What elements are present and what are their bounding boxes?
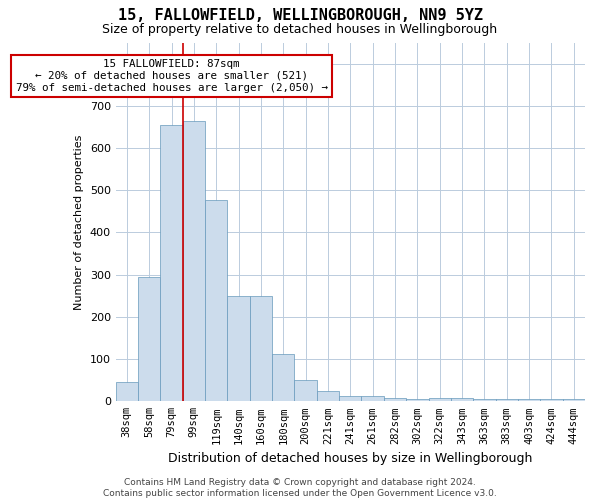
X-axis label: Distribution of detached houses by size in Wellingborough: Distribution of detached houses by size … (168, 452, 533, 465)
Y-axis label: Number of detached properties: Number of detached properties (74, 134, 84, 310)
Bar (361, 396, 384, 402)
Bar (496, 399, 518, 402)
Bar (182, 120, 205, 402)
Bar (540, 399, 563, 402)
Bar (272, 354, 295, 402)
Bar (473, 399, 496, 402)
Bar (518, 399, 540, 402)
Bar (160, 125, 182, 402)
Bar (317, 391, 339, 402)
Text: Size of property relative to detached houses in Wellingborough: Size of property relative to detached ho… (103, 22, 497, 36)
Bar (451, 398, 473, 402)
Bar (406, 399, 428, 402)
Bar (227, 296, 250, 402)
Text: 15 FALLOWFIELD: 87sqm
← 20% of detached houses are smaller (521)
79% of semi-det: 15 FALLOWFIELD: 87sqm ← 20% of detached … (16, 60, 328, 92)
Bar (384, 398, 406, 402)
Bar (428, 398, 451, 402)
Bar (116, 382, 138, 402)
Bar (250, 296, 272, 402)
Bar (295, 380, 317, 402)
Text: 15, FALLOWFIELD, WELLINGBOROUGH, NN9 5YZ: 15, FALLOWFIELD, WELLINGBOROUGH, NN9 5YZ (118, 8, 482, 22)
Bar (138, 277, 160, 402)
Bar (339, 396, 361, 402)
Text: Contains HM Land Registry data © Crown copyright and database right 2024.
Contai: Contains HM Land Registry data © Crown c… (103, 478, 497, 498)
Bar (563, 399, 585, 402)
Bar (205, 200, 227, 402)
